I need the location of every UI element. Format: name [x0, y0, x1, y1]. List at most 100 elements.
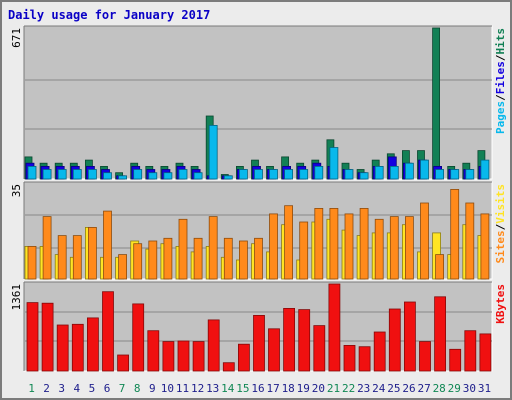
bar-kbytes-day-20	[313, 325, 326, 372]
bar-kbytes-day-28	[434, 296, 447, 372]
legend: KBytes	[494, 284, 507, 324]
bar-visits-day-6	[103, 210, 112, 280]
bar-visits-day-23	[359, 207, 369, 280]
x-tick-label-day-7: 7	[119, 382, 126, 395]
bar-visits-day-30	[465, 202, 475, 280]
x-tick-label-day-2: 2	[43, 382, 50, 395]
bar-pages-day-24	[374, 165, 384, 180]
bar-pages-day-22	[344, 169, 354, 180]
x-tick-label-day-24: 24	[372, 382, 386, 395]
bar-visits-day-5	[88, 226, 97, 280]
x-tick-label-day-22: 22	[342, 382, 355, 395]
x-tick-label-day-25: 25	[387, 382, 400, 395]
x-tick-label-day-31: 31	[478, 382, 491, 395]
bar-pages-day-28	[435, 169, 445, 180]
x-tick-label-day-11: 11	[176, 382, 189, 395]
legend: Pages/Files/Hits	[494, 28, 507, 134]
x-tick-label-day-14: 14	[221, 382, 235, 395]
bar-kbytes-day-13	[207, 319, 220, 372]
legend-separator: /	[494, 54, 507, 61]
x-tick-label-day-16: 16	[251, 382, 264, 395]
bar-pages-day-8	[133, 169, 143, 180]
x-tick-label-day-15: 15	[236, 382, 249, 395]
bar-visits-day-9	[148, 240, 158, 280]
y-max-label: 671	[10, 28, 23, 48]
x-tick-label-day-10: 10	[161, 382, 174, 395]
legend-files: Files	[494, 61, 507, 94]
bar-kbytes-day-30	[464, 330, 477, 372]
legend-separator: /	[494, 94, 507, 101]
bar-visits-day-3	[57, 235, 67, 280]
chart-title: Daily usage for January 2017	[8, 8, 211, 22]
bar-pages-day-1	[27, 165, 37, 180]
x-tick-label-day-13: 13	[206, 382, 219, 395]
bar-visits-day-4	[72, 235, 82, 280]
bar-visits-day-28	[435, 254, 445, 280]
x-tick-label-day-21: 21	[327, 382, 340, 395]
x-tick-label-day-28: 28	[433, 382, 446, 395]
bar-pages-day-12	[193, 172, 203, 180]
chart-panel-2: 35 Sites/Visits	[10, 181, 507, 280]
bar-pages-day-9	[148, 172, 158, 180]
bar-kbytes-day-12	[192, 341, 205, 372]
bar-kbytes-day-15	[237, 343, 250, 372]
x-tick-label-day-23: 23	[357, 382, 370, 395]
bar-pages-day-21	[329, 147, 339, 180]
x-tick-label-day-30: 30	[463, 382, 476, 395]
bar-visits-day-7	[118, 254, 127, 280]
bar-kbytes-day-14	[222, 362, 235, 372]
bar-pages-day-10	[163, 172, 173, 180]
bar-pages-day-20	[314, 165, 324, 180]
panel-background	[23, 25, 493, 180]
bar-pages-day-4	[72, 169, 82, 180]
bar-pages-day-31	[480, 159, 490, 180]
x-tick-label-day-9: 9	[149, 382, 156, 395]
bar-kbytes-day-4	[71, 323, 84, 372]
x-tick-label-day-4: 4	[73, 382, 80, 395]
bar-visits-day-12	[193, 237, 203, 280]
bar-pages-day-23	[359, 172, 369, 180]
bar-pages-day-17	[269, 169, 278, 180]
bar-kbytes-day-22	[343, 344, 356, 372]
bar-visits-day-18	[284, 205, 294, 280]
bar-kbytes-day-5	[87, 317, 99, 372]
legend-pages: Pages	[494, 101, 507, 134]
x-tick-label-day-3: 3	[58, 382, 65, 395]
bar-kbytes-day-8	[132, 303, 145, 372]
bar-pages-day-7	[118, 175, 127, 180]
bar-kbytes-day-2	[41, 302, 54, 372]
bar-pages-day-16	[254, 169, 263, 180]
legend-sites: Sites	[494, 230, 507, 263]
bar-pages-day-19	[299, 169, 309, 180]
bar-visits-day-16	[254, 237, 263, 280]
legend-separator: /	[494, 223, 507, 230]
bar-visits-day-24	[374, 218, 384, 280]
bar-pages-day-5	[88, 169, 97, 180]
bar-pages-day-14	[223, 175, 233, 180]
bar-visits-day-10	[163, 237, 173, 280]
bar-pages-day-29	[450, 169, 460, 180]
bar-pages-day-13	[208, 125, 218, 180]
legend: Sites/Visits	[494, 184, 507, 264]
bar-kbytes-day-16	[253, 314, 265, 372]
bar-pages-day-26	[404, 162, 414, 180]
bar-visits-day-2	[42, 216, 52, 280]
bar-visits-day-11	[178, 218, 188, 280]
bar-kbytes-day-31	[479, 333, 492, 372]
bar-visits-day-27	[420, 202, 429, 280]
bar-visits-day-25	[389, 216, 399, 280]
legend-hits: Hits	[494, 28, 507, 55]
bar-visits-day-29	[450, 188, 460, 280]
bar-pages-day-6	[103, 172, 112, 180]
bar-kbytes-day-27	[419, 341, 431, 372]
x-tick-label-day-18: 18	[282, 382, 295, 395]
x-tick-label-day-17: 17	[266, 382, 279, 395]
bar-visits-day-26	[404, 216, 414, 280]
bar-kbytes-day-17	[268, 328, 280, 372]
bar-kbytes-day-19	[298, 309, 311, 372]
bar-kbytes-day-1	[26, 302, 39, 372]
x-tick-label-day-19: 19	[297, 382, 310, 395]
bar-visits-day-17	[269, 213, 278, 280]
